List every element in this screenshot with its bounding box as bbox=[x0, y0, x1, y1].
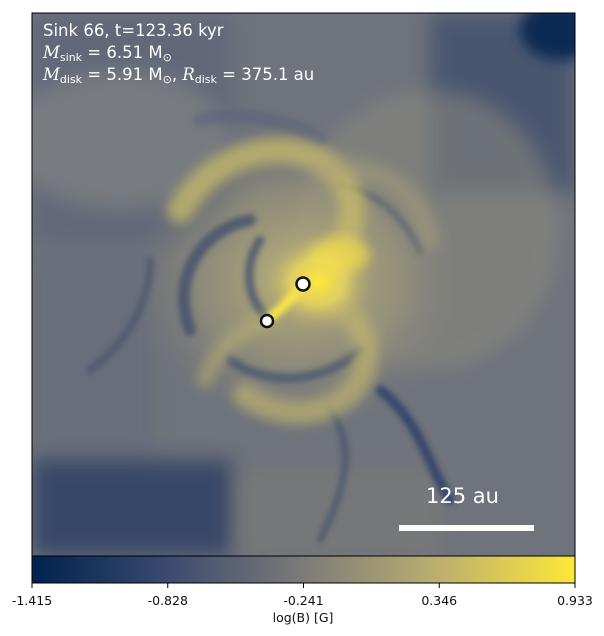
colorbar-label: log(B) [G] bbox=[272, 610, 334, 625]
mdisk-symbol: M bbox=[43, 65, 60, 84]
sink-mass-line: Msink = 6.51 M⊙ bbox=[43, 42, 172, 68]
sun-symbol: ⊙ bbox=[162, 51, 172, 64]
colorbar-tick-label: 0.346 bbox=[421, 593, 458, 608]
sink-marker-primary bbox=[295, 276, 311, 292]
rdisk-value: = 375.1 au bbox=[216, 65, 315, 84]
separator: , bbox=[171, 65, 183, 84]
image-panel bbox=[32, 13, 575, 556]
sink-marker-secondary bbox=[259, 313, 275, 329]
colorbar bbox=[31, 555, 576, 588]
sun-symbol: ⊙ bbox=[162, 73, 172, 86]
sink-info-line: Sink 66, t=123.36 kyr bbox=[43, 21, 224, 40]
colorbar-tick-label: -1.415 bbox=[11, 593, 53, 608]
colorbar-tick-label: -0.828 bbox=[147, 593, 188, 608]
rdisk-symbol: R bbox=[182, 65, 195, 84]
msink-value: = 6.51 M bbox=[82, 43, 163, 62]
msink-subscript: sink bbox=[59, 51, 83, 64]
disk-info-line: Mdisk = 5.91 M⊙, Rdisk = 375.1 au bbox=[43, 64, 314, 90]
mdisk-subscript: disk bbox=[59, 73, 83, 86]
rdisk-subscript: disk bbox=[194, 73, 217, 86]
mdisk-value: = 5.91 M bbox=[82, 65, 163, 84]
scale-bar-label: 125 au bbox=[426, 484, 499, 508]
scale-bar bbox=[399, 525, 534, 531]
colorbar-tick-label: -0.241 bbox=[283, 593, 324, 608]
msink-symbol: M bbox=[43, 43, 60, 62]
colorbar-tick-label: 0.933 bbox=[557, 593, 593, 608]
